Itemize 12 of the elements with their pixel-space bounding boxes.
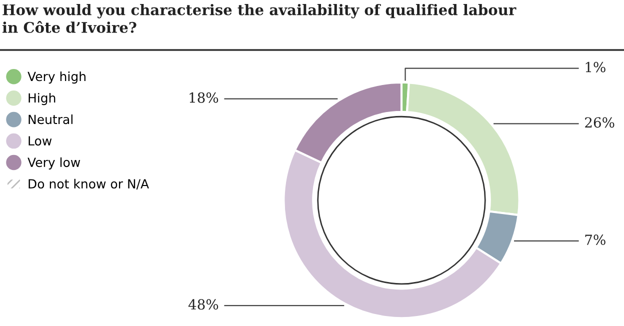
data-label: 1% <box>586 62 606 72</box>
legend-label: Neutral <box>28 114 72 124</box>
legend-label: Do not know or N/A <box>28 178 149 190</box>
legend-label: Low <box>28 136 52 146</box>
data-label: 7% <box>585 234 606 246</box>
data-label: 48% <box>188 299 218 310</box>
legend-label: Very low <box>28 157 80 170</box>
data-label: 26% <box>585 117 614 128</box>
legend-label: High <box>28 92 56 106</box>
data-label: 18% <box>190 92 218 103</box>
chart-title: How would you characterise the availability of qualified labour in Côte d’Ivoire? <box>2 4 516 33</box>
legend-label: Very high <box>28 72 86 84</box>
